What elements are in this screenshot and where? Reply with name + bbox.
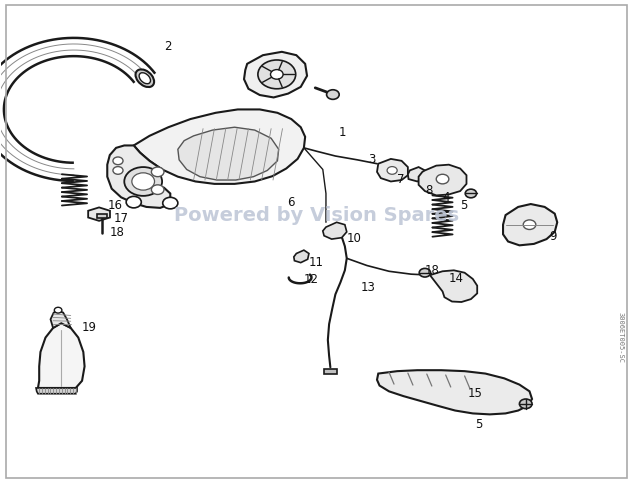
Polygon shape	[377, 159, 408, 182]
Polygon shape	[0, 38, 155, 181]
Circle shape	[419, 269, 430, 277]
Text: 10: 10	[347, 232, 361, 245]
Circle shape	[54, 307, 62, 313]
Polygon shape	[408, 167, 425, 182]
Text: 11: 11	[309, 256, 324, 269]
Polygon shape	[294, 250, 309, 263]
Ellipse shape	[135, 70, 154, 87]
Text: Powered by Vision Spares: Powered by Vision Spares	[174, 206, 459, 225]
Polygon shape	[377, 370, 532, 414]
Text: 3: 3	[368, 153, 375, 166]
Ellipse shape	[139, 73, 151, 84]
Circle shape	[387, 167, 397, 174]
Text: 18: 18	[425, 264, 440, 277]
Text: 4: 4	[442, 191, 450, 204]
Text: 5: 5	[475, 418, 483, 431]
Circle shape	[126, 197, 141, 208]
Circle shape	[151, 185, 164, 195]
Polygon shape	[134, 110, 305, 184]
Polygon shape	[324, 369, 337, 373]
Polygon shape	[97, 214, 107, 218]
Text: 15: 15	[468, 387, 482, 400]
Text: 12: 12	[304, 273, 319, 286]
Polygon shape	[36, 388, 77, 394]
Polygon shape	[244, 52, 307, 98]
Text: 2: 2	[164, 40, 172, 53]
Circle shape	[270, 70, 283, 79]
Circle shape	[124, 167, 162, 196]
Text: 19: 19	[82, 322, 97, 334]
Polygon shape	[107, 145, 170, 208]
Circle shape	[113, 167, 123, 174]
Circle shape	[113, 157, 123, 165]
Text: 9: 9	[549, 230, 557, 243]
Text: 17: 17	[113, 212, 128, 225]
Text: 5: 5	[460, 199, 468, 212]
Text: 7: 7	[397, 172, 404, 185]
Text: 6: 6	[287, 196, 295, 209]
Circle shape	[327, 90, 339, 99]
Polygon shape	[323, 222, 347, 239]
Polygon shape	[178, 127, 279, 180]
Text: 1: 1	[339, 127, 346, 140]
Circle shape	[465, 189, 477, 198]
Text: 8: 8	[425, 184, 432, 197]
Text: 16: 16	[107, 199, 122, 212]
Text: 18: 18	[110, 227, 125, 240]
Circle shape	[163, 198, 178, 209]
Circle shape	[523, 220, 536, 229]
Circle shape	[151, 167, 164, 177]
Polygon shape	[88, 207, 110, 221]
Circle shape	[436, 174, 449, 184]
Polygon shape	[51, 311, 71, 328]
Text: 14: 14	[449, 272, 464, 285]
Circle shape	[258, 60, 296, 89]
Circle shape	[520, 399, 532, 409]
Polygon shape	[430, 270, 477, 302]
Text: 13: 13	[361, 281, 375, 294]
Polygon shape	[418, 165, 467, 196]
Circle shape	[132, 173, 154, 190]
Polygon shape	[503, 204, 557, 245]
Text: 3006ET005-SC: 3006ET005-SC	[617, 312, 624, 363]
Polygon shape	[38, 323, 85, 388]
